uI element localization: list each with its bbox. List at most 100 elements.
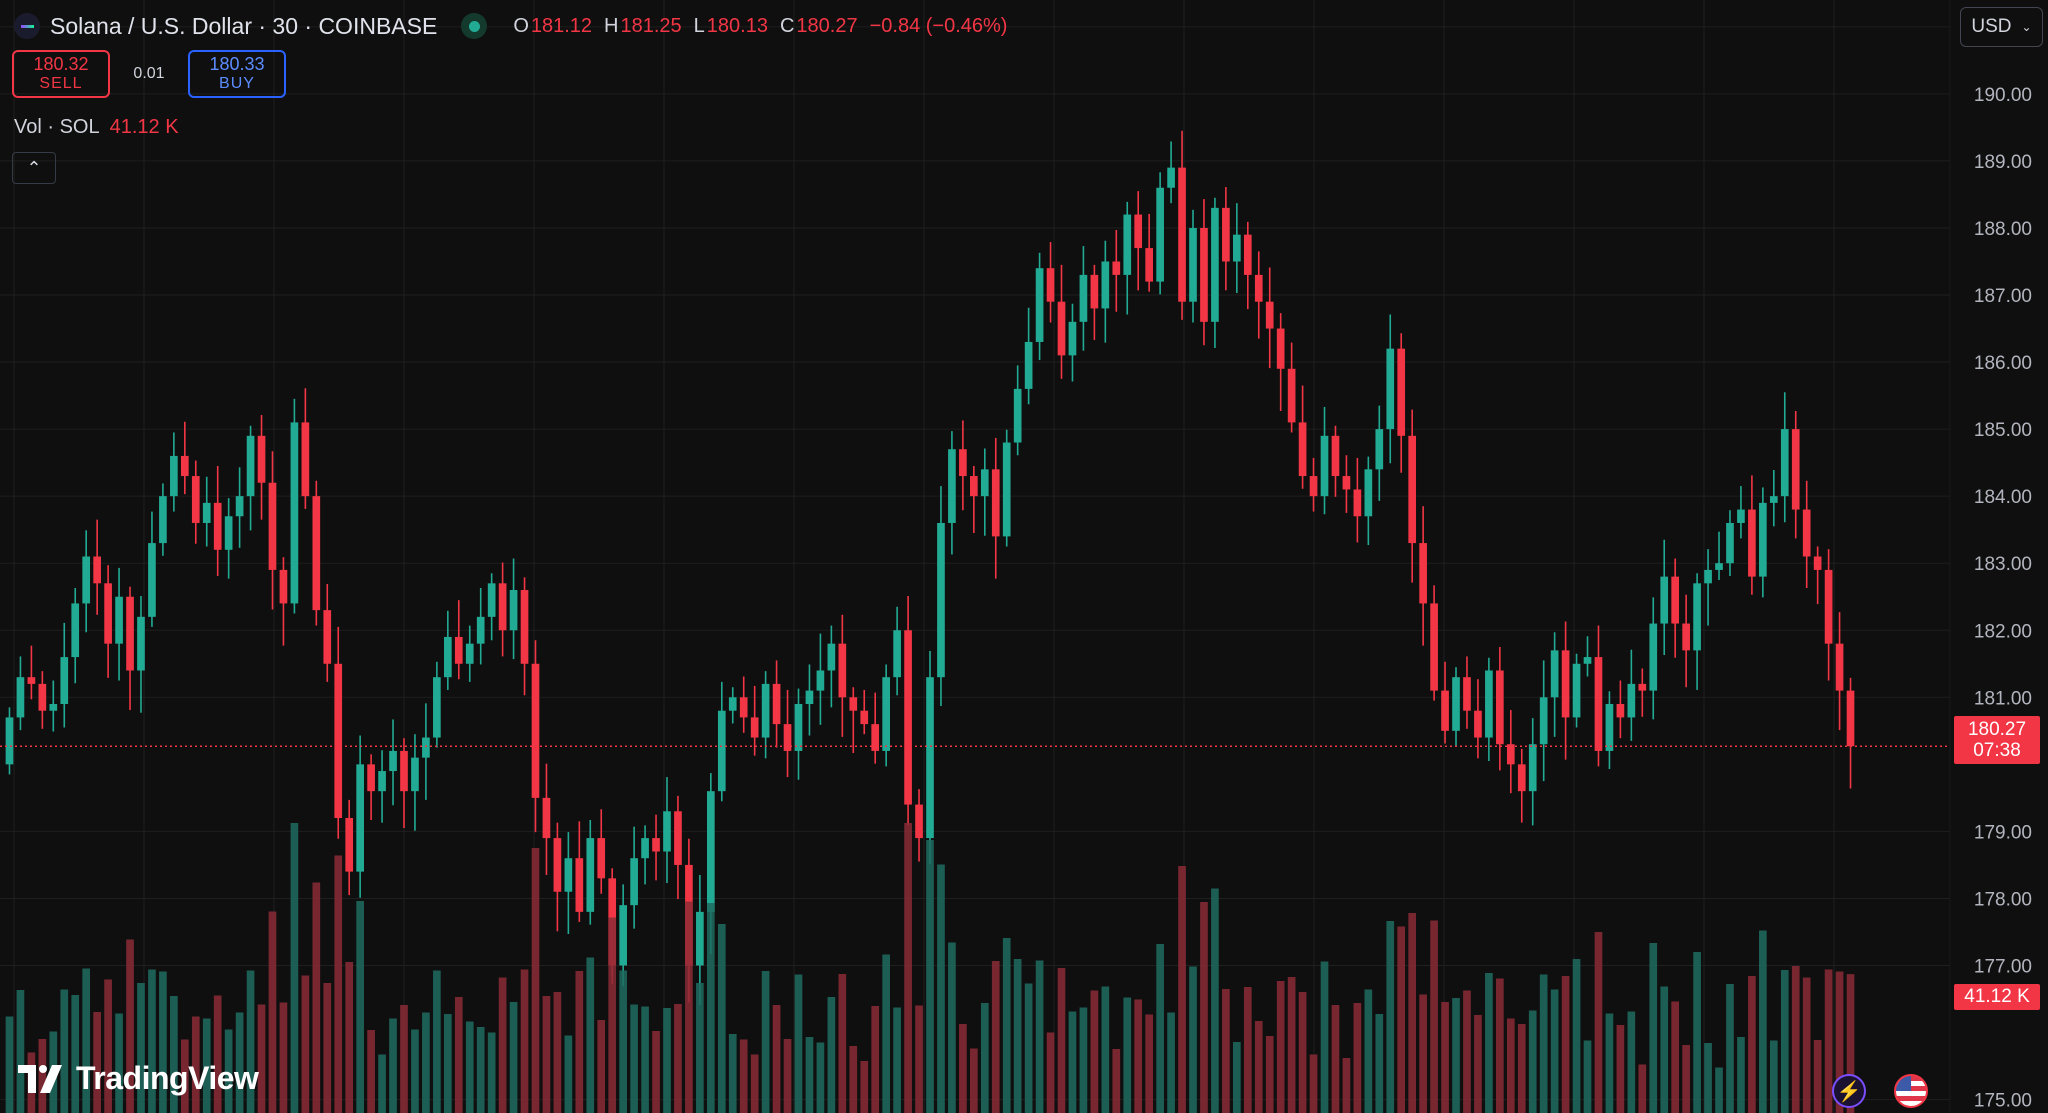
candle-body (1189, 227, 1197, 302)
volume-bar (1233, 1042, 1241, 1113)
buy-button[interactable]: 180.33 BUY (188, 50, 286, 98)
candle-body (148, 543, 156, 617)
candle-body (882, 677, 891, 751)
candle-body (761, 683, 770, 738)
tradingview-logo-icon (18, 1064, 62, 1093)
volume-bar (575, 971, 584, 1113)
us-flag-icon[interactable] (1894, 1074, 1928, 1108)
volume-tag-value: 41.12 K (1964, 986, 2030, 1007)
candle-body (1737, 509, 1745, 523)
trade-panel: 180.32 SELL 0.01 180.33 BUY (12, 50, 286, 98)
lightning-icon[interactable]: ⚡ (1832, 1074, 1866, 1108)
ohlc-values: O 181.12 H 181.25 L 180.13 C 180.27 −0.84 (−… (513, 15, 1019, 38)
tradingview-logo[interactable]: TradingView (18, 1060, 259, 1097)
candle-body (180, 455, 189, 477)
volume-bar (1035, 960, 1044, 1113)
volume-bar (1254, 1021, 1263, 1113)
candle-body (301, 422, 310, 497)
volume-bar (443, 1014, 452, 1113)
candle-body (1386, 348, 1395, 430)
high-value: 181.25 (620, 14, 682, 37)
currency-select[interactable]: USD ⌄ (1960, 7, 2043, 47)
candle-body (838, 643, 847, 698)
candle-body (104, 583, 112, 644)
volume-bar (1605, 1013, 1614, 1113)
volume-bar (1660, 986, 1669, 1113)
candle-body (202, 502, 211, 523)
volume-bar (235, 1012, 244, 1113)
candle-body (586, 838, 595, 912)
volume-bar (1090, 990, 1099, 1113)
volume-bar (1211, 888, 1219, 1113)
candle-body (1211, 207, 1219, 322)
volume-bar (542, 996, 551, 1113)
candle-body (1824, 569, 1833, 644)
volume-bar (739, 1039, 748, 1113)
volume-bar (685, 901, 693, 1113)
close-label: C (779, 14, 795, 37)
volume-bar (509, 1002, 518, 1113)
volume-legend[interactable]: Vol · SOL 41.12 K (14, 116, 179, 139)
candle-body (257, 435, 266, 483)
symbol-legend: Solana / U.S. Dollar · 30 · COINBASE O 18… (14, 10, 1019, 42)
bar-countdown: 07:38 (1973, 740, 2021, 761)
candle-body (1342, 476, 1351, 490)
volume-bar (1528, 1010, 1537, 1113)
candle-body (564, 858, 573, 892)
volume-bar (750, 1054, 759, 1113)
market-open-status-icon[interactable] (461, 13, 488, 39)
volume-bar (126, 939, 134, 1113)
volume-bar (148, 969, 156, 1113)
volume-bar (1222, 989, 1230, 1113)
candle-body (27, 677, 36, 684)
sell-button[interactable]: 180.32 SELL (12, 50, 110, 98)
volume-bar (1101, 986, 1110, 1113)
volume-bar (1265, 1036, 1274, 1113)
candle-body (1693, 583, 1701, 651)
candle-body (991, 469, 1000, 537)
volume-bar (1298, 992, 1307, 1113)
volume-bar (71, 995, 80, 1113)
volume-bar (1243, 987, 1252, 1113)
volume-bar (1320, 961, 1329, 1113)
candle-body (82, 556, 91, 604)
candle-body (1759, 502, 1767, 577)
volume-bar (706, 903, 715, 1113)
volume-bar (1134, 999, 1143, 1113)
volume-bar (1682, 1045, 1690, 1113)
candle-body (323, 610, 332, 664)
volume-bar (301, 975, 310, 1113)
candle-body (926, 677, 934, 839)
price-axis-label: 186.00 (1974, 353, 2032, 374)
candle-body (1419, 543, 1427, 604)
candle-body (422, 737, 430, 758)
volume-bar (367, 1030, 375, 1113)
solana-logo-icon (14, 13, 40, 39)
candle-body (948, 449, 956, 523)
candle-body (630, 858, 638, 906)
volume-bar (1594, 932, 1603, 1113)
candle-body (1178, 167, 1186, 302)
collapse-legend-button[interactable]: ⌃ (12, 152, 56, 184)
volume-bar (794, 974, 803, 1113)
volume-bar (1375, 1014, 1384, 1113)
volume-bar (246, 970, 255, 1113)
volume-bar (82, 968, 91, 1113)
candle-body (728, 697, 737, 711)
candle-body (1353, 489, 1362, 517)
symbol-title[interactable]: Solana / U.S. Dollar · 30 · COINBASE (50, 12, 438, 39)
volume-bar (1167, 1012, 1175, 1113)
volume-bar (1112, 1049, 1121, 1113)
volume-bar (180, 1039, 189, 1113)
candle-body (246, 435, 255, 497)
volume-bar (937, 864, 945, 1113)
volume-bar (772, 1005, 781, 1113)
candle-body (805, 690, 814, 705)
candle-body (1769, 496, 1778, 503)
candle-body (849, 697, 858, 711)
candle-body (1068, 321, 1077, 356)
candle-body (1364, 469, 1373, 517)
candle-body (1539, 697, 1548, 745)
volume-bar (1419, 994, 1427, 1113)
